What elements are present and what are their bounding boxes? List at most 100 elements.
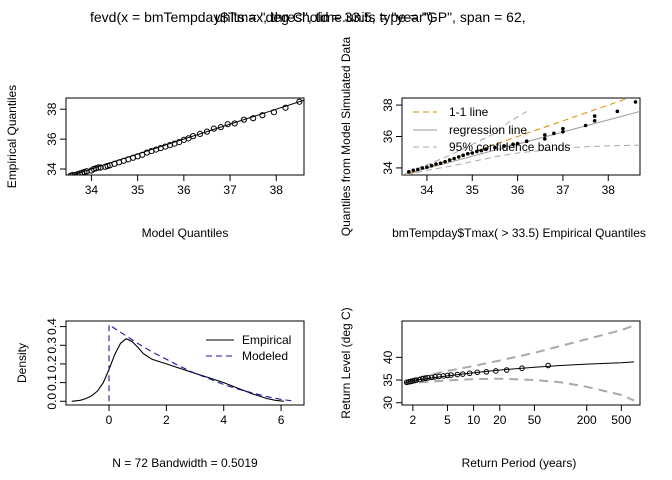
y-tick-label: 34 xyxy=(381,161,395,175)
lower-confidence-band xyxy=(404,377,635,402)
plot-frame xyxy=(65,320,305,406)
qq-point xyxy=(259,112,266,119)
figure-title-line2: units = "deg C", time.units = "year") xyxy=(215,9,433,25)
simulated-qq-point xyxy=(592,118,597,123)
x-tick-label: 20 xyxy=(493,413,507,427)
return-level-plot-panel: 2 5 10 20 50 200 500 30 35 40 Return Period (years… xyxy=(339,307,641,470)
simulated-qq-point xyxy=(592,114,597,118)
legend-label: regression line xyxy=(449,123,527,137)
x-tick-label: 4 xyxy=(220,413,227,427)
y-tick-label: 0.2 xyxy=(45,355,59,372)
y-tick-label: 0.3 xyxy=(45,337,59,354)
x-tick-label: 500 xyxy=(611,413,631,427)
return-level-point xyxy=(440,373,447,379)
legend-label: Modeled xyxy=(242,349,288,363)
return-level-point xyxy=(422,375,429,382)
return-level-plot-area xyxy=(403,324,635,402)
y-tick-label: 34 xyxy=(45,162,59,176)
qq-point xyxy=(240,116,248,123)
return-level-point xyxy=(519,365,525,372)
x-tick-label: 37 xyxy=(223,183,237,197)
simulated-qq-point xyxy=(465,151,470,156)
plot-frame xyxy=(65,97,305,176)
simulated-qq-point xyxy=(543,137,547,141)
qq-point xyxy=(203,128,211,135)
x-tick-label: 36 xyxy=(177,183,191,197)
density-plot-area xyxy=(71,323,296,402)
simulated-qq-point xyxy=(452,156,456,161)
qq-plot-area xyxy=(67,98,304,175)
plot-frame xyxy=(401,320,641,406)
y-tick-label: 36 xyxy=(381,130,395,144)
simulated-qq-point xyxy=(561,129,565,134)
x-tick-label: 2 xyxy=(410,413,417,427)
x-axis-label: N = 72 Bandwidth = 0.5019 xyxy=(112,456,258,470)
x-tick-label: 36 xyxy=(511,183,525,197)
simulated-qq-point xyxy=(429,163,434,168)
y-tick-label: 38 xyxy=(45,102,59,116)
simulated-qq-point xyxy=(416,167,420,172)
y-tick-label: 36 xyxy=(45,132,59,146)
qq-point xyxy=(95,164,102,171)
x-tick-label: 5 xyxy=(444,413,451,427)
return-level-point xyxy=(428,374,435,381)
qq-point xyxy=(296,98,303,105)
simulated-qq-point xyxy=(443,159,447,164)
simulated-qq-point xyxy=(434,162,438,166)
x-tick-label: 10 xyxy=(467,413,481,427)
simulated-qq-point xyxy=(543,133,547,137)
simulated-qq-point xyxy=(420,166,425,170)
return-level-point xyxy=(483,369,490,375)
return-level-point xyxy=(503,367,510,373)
legend: 1-1 line regression line 95% confidence ba… xyxy=(413,105,570,154)
simulated-qq-point xyxy=(461,153,466,158)
y-tick-label: 30 xyxy=(381,396,395,410)
qq-point xyxy=(224,121,231,128)
x-tick-label: 200 xyxy=(577,413,597,427)
qq-plot-panel: 34 35 36 37 38 34 36 38 Model Quantiles Empirical… xyxy=(5,85,305,240)
x-axis-label: bmTempday$Tmax( > 33.5) Empirical Quanti… xyxy=(392,226,646,240)
lower-confidence-band xyxy=(406,144,640,175)
simulated-qq-point xyxy=(479,148,484,153)
simulated-qq-point xyxy=(511,142,515,147)
x-tick-label: 35 xyxy=(131,183,145,197)
simulated-qq-point xyxy=(447,158,452,162)
simulated-qq-point xyxy=(411,168,416,173)
return-level-point xyxy=(413,377,420,383)
simulated-qq-point xyxy=(552,131,556,136)
return-level-point xyxy=(454,371,461,378)
simulated-qq-point xyxy=(470,151,475,155)
y-axis-label: Return Level (deg C) xyxy=(339,307,353,418)
simulated-qq-point xyxy=(425,165,429,169)
simulated-qq-point xyxy=(561,126,565,131)
x-tick-label: 0 xyxy=(106,413,113,427)
return-level-point xyxy=(425,374,431,381)
x-tick-label: 2 xyxy=(163,413,170,427)
y-tick-label: 40 xyxy=(381,350,395,364)
simulated-qq-point xyxy=(502,144,506,148)
simulated-qq-point xyxy=(484,147,488,151)
simulated-qq-point xyxy=(438,161,443,166)
upper-confidence-band xyxy=(406,110,527,174)
return-level-point xyxy=(459,371,466,377)
simulated-qq-point xyxy=(493,145,497,150)
simulated-qq-point xyxy=(407,170,411,174)
return-level-point xyxy=(444,372,451,379)
simulated-qq-point xyxy=(583,123,588,128)
x-tick-label: 37 xyxy=(556,183,570,197)
x-tick-label: 34 xyxy=(420,183,434,197)
x-axis-label: Model Quantiles xyxy=(142,226,229,240)
y-tick-label: 0.0 xyxy=(45,393,59,410)
x-tick-label: 35 xyxy=(466,183,480,197)
qq-point xyxy=(250,115,257,122)
simulated-qq-plot-panel: 34 35 36 37 38 34 36 38 bmTempday$Tmax( > 33.5) … xyxy=(339,36,646,240)
return-level-point xyxy=(545,362,551,369)
simulated-qq-point xyxy=(633,100,638,104)
return-level-point xyxy=(416,376,423,383)
simulated-qq-plot-area xyxy=(402,98,640,175)
y-tick-label: 35 xyxy=(381,373,395,387)
empirical-density-line xyxy=(71,338,284,402)
qq-point xyxy=(210,125,217,132)
legend-label: Empirical xyxy=(242,333,291,347)
x-tick-label: 6 xyxy=(278,413,285,427)
